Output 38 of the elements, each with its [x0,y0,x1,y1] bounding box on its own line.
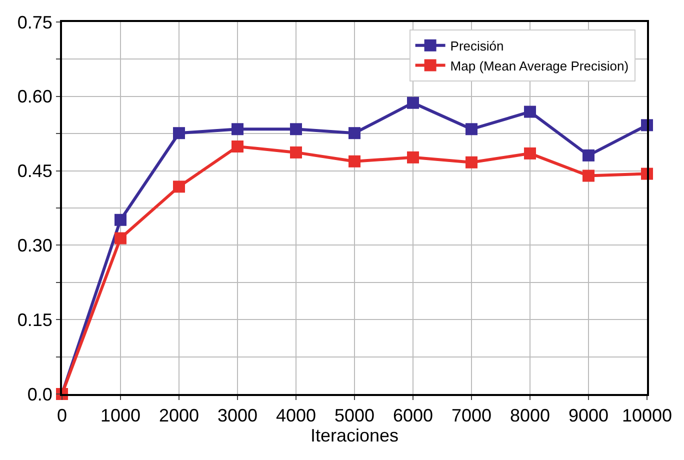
point [466,156,478,168]
x-tick-label: 6000 [392,406,434,426]
point [582,149,594,162]
point [114,232,126,244]
x-tick-label: 9000 [568,406,609,426]
point [232,123,244,136]
legend-label: Precisión [450,38,504,54]
point [290,123,302,136]
x-tick-label: 8000 [510,406,550,426]
point [407,151,419,164]
x-tick-label: 4000 [276,406,316,426]
x-tick-label: 10000 [622,406,672,426]
point [290,146,302,158]
point [524,147,536,160]
x-axis-title: Iteraciones [310,426,399,446]
y-tick-label: 0.0 [27,384,52,404]
x-tick-label: 1000 [100,406,141,426]
point [114,214,126,226]
y-tick-label: 0.60 [17,86,52,107]
point [466,123,478,136]
x-tick-label: 0 [56,406,68,426]
x-tick-label: 2000 [158,406,200,426]
y-tick-label: 0.30 [17,236,52,256]
point [348,155,360,168]
x-tick-label: 3000 [217,406,258,426]
y-tick-label: 0.15 [17,310,52,330]
point [348,127,360,140]
point [173,127,185,140]
point [173,180,185,193]
x-tick-label: 7000 [451,406,492,426]
point [524,106,536,118]
y-tick-label: 0.45 [17,161,52,182]
point [232,140,244,152]
point [407,96,419,109]
legend-label: Map (Mean Average Precision) [450,58,629,74]
point [582,170,594,182]
y-tick-label: 0.75 [17,12,52,32]
x-tick-label: 5000 [334,406,375,426]
